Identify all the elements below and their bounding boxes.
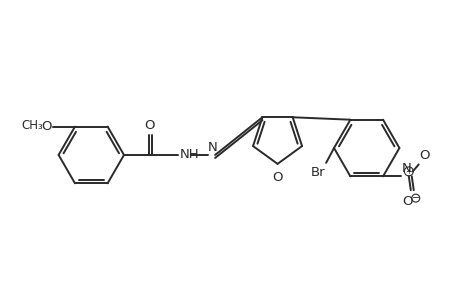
Text: O: O — [144, 119, 155, 132]
Text: −: − — [411, 193, 419, 203]
Text: O: O — [419, 149, 429, 163]
Text: N: N — [401, 162, 411, 175]
Text: O: O — [402, 195, 412, 208]
Text: O: O — [42, 120, 52, 133]
Text: Br: Br — [310, 166, 325, 179]
Text: O: O — [272, 171, 282, 184]
Text: +: + — [404, 167, 411, 176]
Text: N: N — [208, 141, 218, 154]
Text: NH: NH — [179, 148, 199, 161]
Text: CH₃: CH₃ — [22, 119, 43, 132]
